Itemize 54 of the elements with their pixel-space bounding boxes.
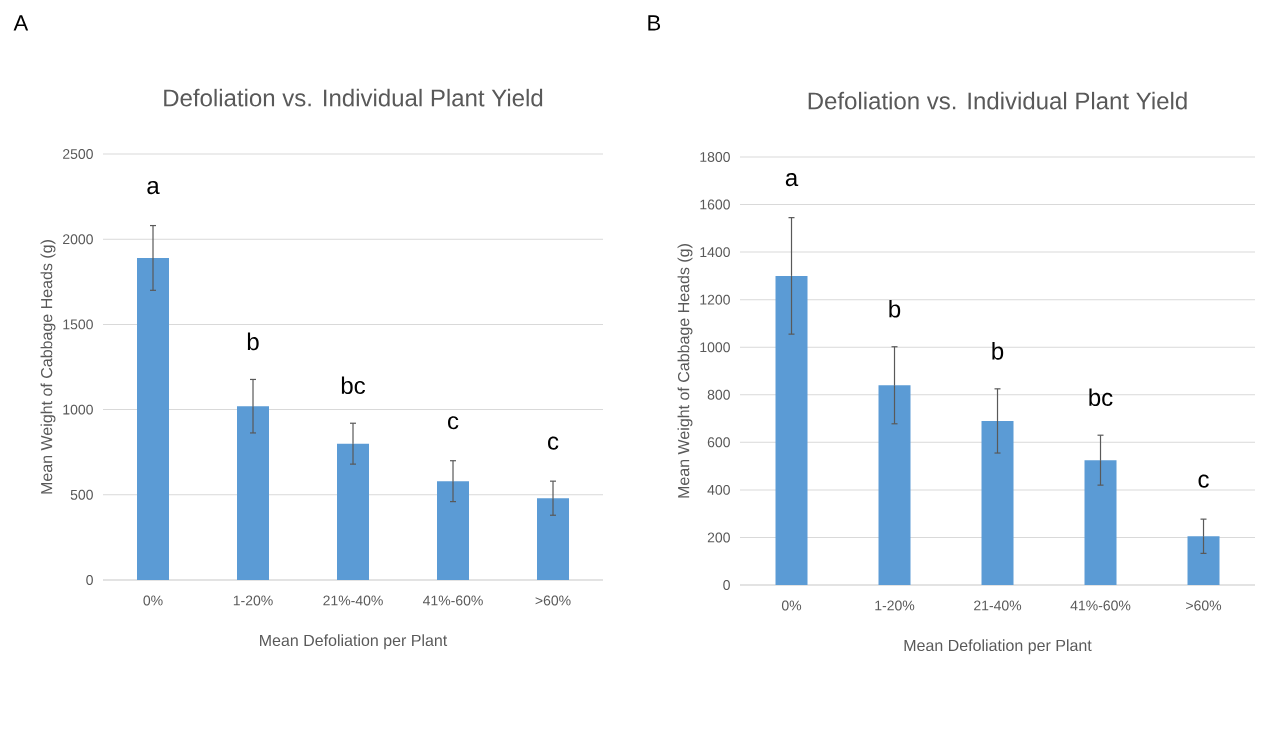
x-axis-title: Mean Defoliation per Plant [260,634,448,650]
y-tick-label: 1000 [63,404,93,415]
bar [437,481,470,580]
x-axis-title: Mean Defoliation per Plant [904,639,1092,655]
x-tick-label: 1-20% [233,595,273,606]
y-axis-title: Mean Weight of Cabbage Heads (g) [40,240,56,494]
x-tick-label: 21%-40% [323,595,383,606]
annotation: c [548,436,559,450]
bar [775,275,808,585]
annotation: b [992,342,1004,360]
x-tick-label: >60% [1186,600,1222,611]
y-tick-label: 500 [70,489,93,500]
text: A [13,15,29,31]
bar [237,406,269,580]
x-tick-label: 0% [781,600,802,611]
bar [537,498,570,580]
y-tick-label: 800 [707,389,730,400]
annotation: b [889,299,901,318]
y-tick-label: 600 [707,437,730,448]
y-tick-label: 0 [723,580,730,590]
y-tick-label: 400 [707,484,730,495]
chart-title: Defoliation vs. Individual Plant Yield [164,88,543,107]
y-tick-label: 1200 [700,294,730,305]
annotation: bc [341,376,366,395]
y-tick-label: 1000 [700,342,730,353]
x-tick-label: 41%-60% [1070,600,1131,611]
y-tick-label: 200 [707,532,730,543]
chart-title: Defoliation vs. Individual Plant Yield [808,91,1187,110]
bar [1084,460,1117,585]
annotation: a [147,181,160,195]
y-tick-label: 1800 [700,152,730,162]
x-tick-label: 41%-60% [422,595,483,606]
annotation: c [1198,474,1209,488]
x-tick-label: 0% [143,595,163,606]
y-tick-label: 1400 [700,247,730,258]
y-axis-title: Mean Weight of Cabbage Heads (g) [677,244,693,498]
bar [878,385,911,585]
x-tick-label: 1-20% [875,600,915,611]
y-tick-label: 1500 [63,319,93,330]
y-tick-label: 2000 [63,234,93,245]
text: B [648,15,661,31]
bar [337,443,370,580]
y-tick-label: 0 [86,575,93,585]
y-tick-label: 1600 [700,199,730,210]
annotation: bc [1089,388,1113,407]
x-tick-label: >60% [535,595,571,606]
bar [137,257,170,580]
x-tick-label: 21-40% [974,600,1022,611]
bar [1187,536,1220,585]
annotation: b [247,332,259,351]
annotation: a [785,173,799,187]
bar [981,420,1014,585]
annotation: c [448,416,459,430]
y-tick-label: 2500 [63,149,93,159]
